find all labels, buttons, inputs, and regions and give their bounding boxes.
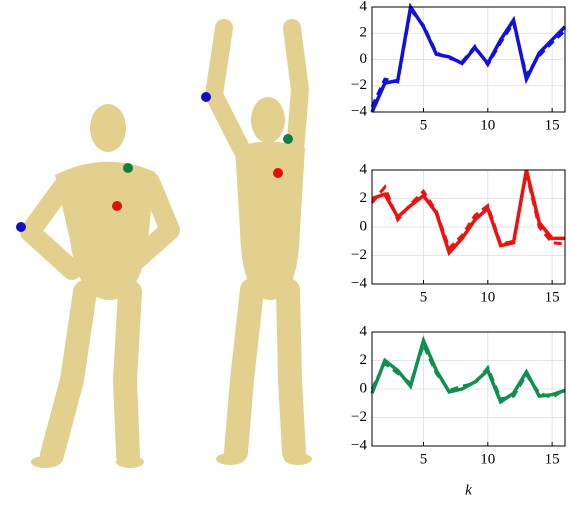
foot (31, 456, 59, 468)
y-tick-label: −2 (351, 409, 367, 425)
axes-frame (371, 331, 566, 447)
x-tick-label: 15 (545, 289, 560, 305)
x-tick-label: 10 (480, 117, 495, 133)
marker (273, 168, 283, 178)
y-tick-label: −2 (351, 247, 367, 263)
marker (201, 92, 211, 102)
marker (123, 163, 133, 173)
y-tick-label: 0 (360, 51, 368, 67)
x-tick-label: 15 (545, 117, 560, 133)
head (90, 104, 126, 152)
torso (235, 141, 305, 300)
y-tick-label: 0 (360, 380, 368, 396)
figure-left (16, 104, 180, 468)
arm (283, 19, 309, 159)
head (251, 97, 285, 143)
line-series (370, 335, 566, 405)
figure-right (201, 19, 312, 465)
y-tick-label: 4 (360, 161, 368, 177)
y-tick-label: −2 (351, 77, 367, 93)
leg (113, 280, 142, 467)
marker (283, 134, 293, 144)
leg (276, 278, 306, 464)
axes-frame (371, 169, 566, 285)
foot (284, 453, 312, 465)
foot (216, 453, 244, 465)
x-axis-label: k (465, 482, 472, 498)
x-tick-label: 5 (420, 289, 428, 305)
x-tick-label: 5 (420, 117, 428, 133)
marker (16, 222, 26, 232)
foot (116, 456, 144, 468)
y-tick-label: 2 (360, 190, 368, 206)
y-tick-label: −4 (351, 103, 367, 119)
torso (55, 161, 155, 300)
line-series (370, 6, 567, 108)
leg (40, 280, 97, 467)
y-tick-label: −4 (351, 437, 367, 453)
x-tick-label: 10 (480, 289, 495, 305)
y-tick-label: 4 (360, 0, 368, 14)
line-series (370, 340, 566, 401)
marker (112, 201, 122, 211)
arm (205, 19, 251, 159)
arm (20, 178, 82, 280)
y-tick-label: 2 (360, 25, 368, 41)
y-tick-label: 2 (360, 352, 368, 368)
x-tick-label: 5 (420, 451, 428, 467)
leg (224, 278, 264, 464)
axes-frame (371, 6, 566, 113)
x-tick-label: 15 (545, 451, 560, 467)
y-tick-label: 4 (360, 323, 368, 339)
y-tick-label: −4 (351, 275, 367, 291)
y-tick-label: 0 (360, 218, 368, 234)
x-tick-label: 10 (480, 451, 495, 467)
line-series (370, 172, 566, 252)
